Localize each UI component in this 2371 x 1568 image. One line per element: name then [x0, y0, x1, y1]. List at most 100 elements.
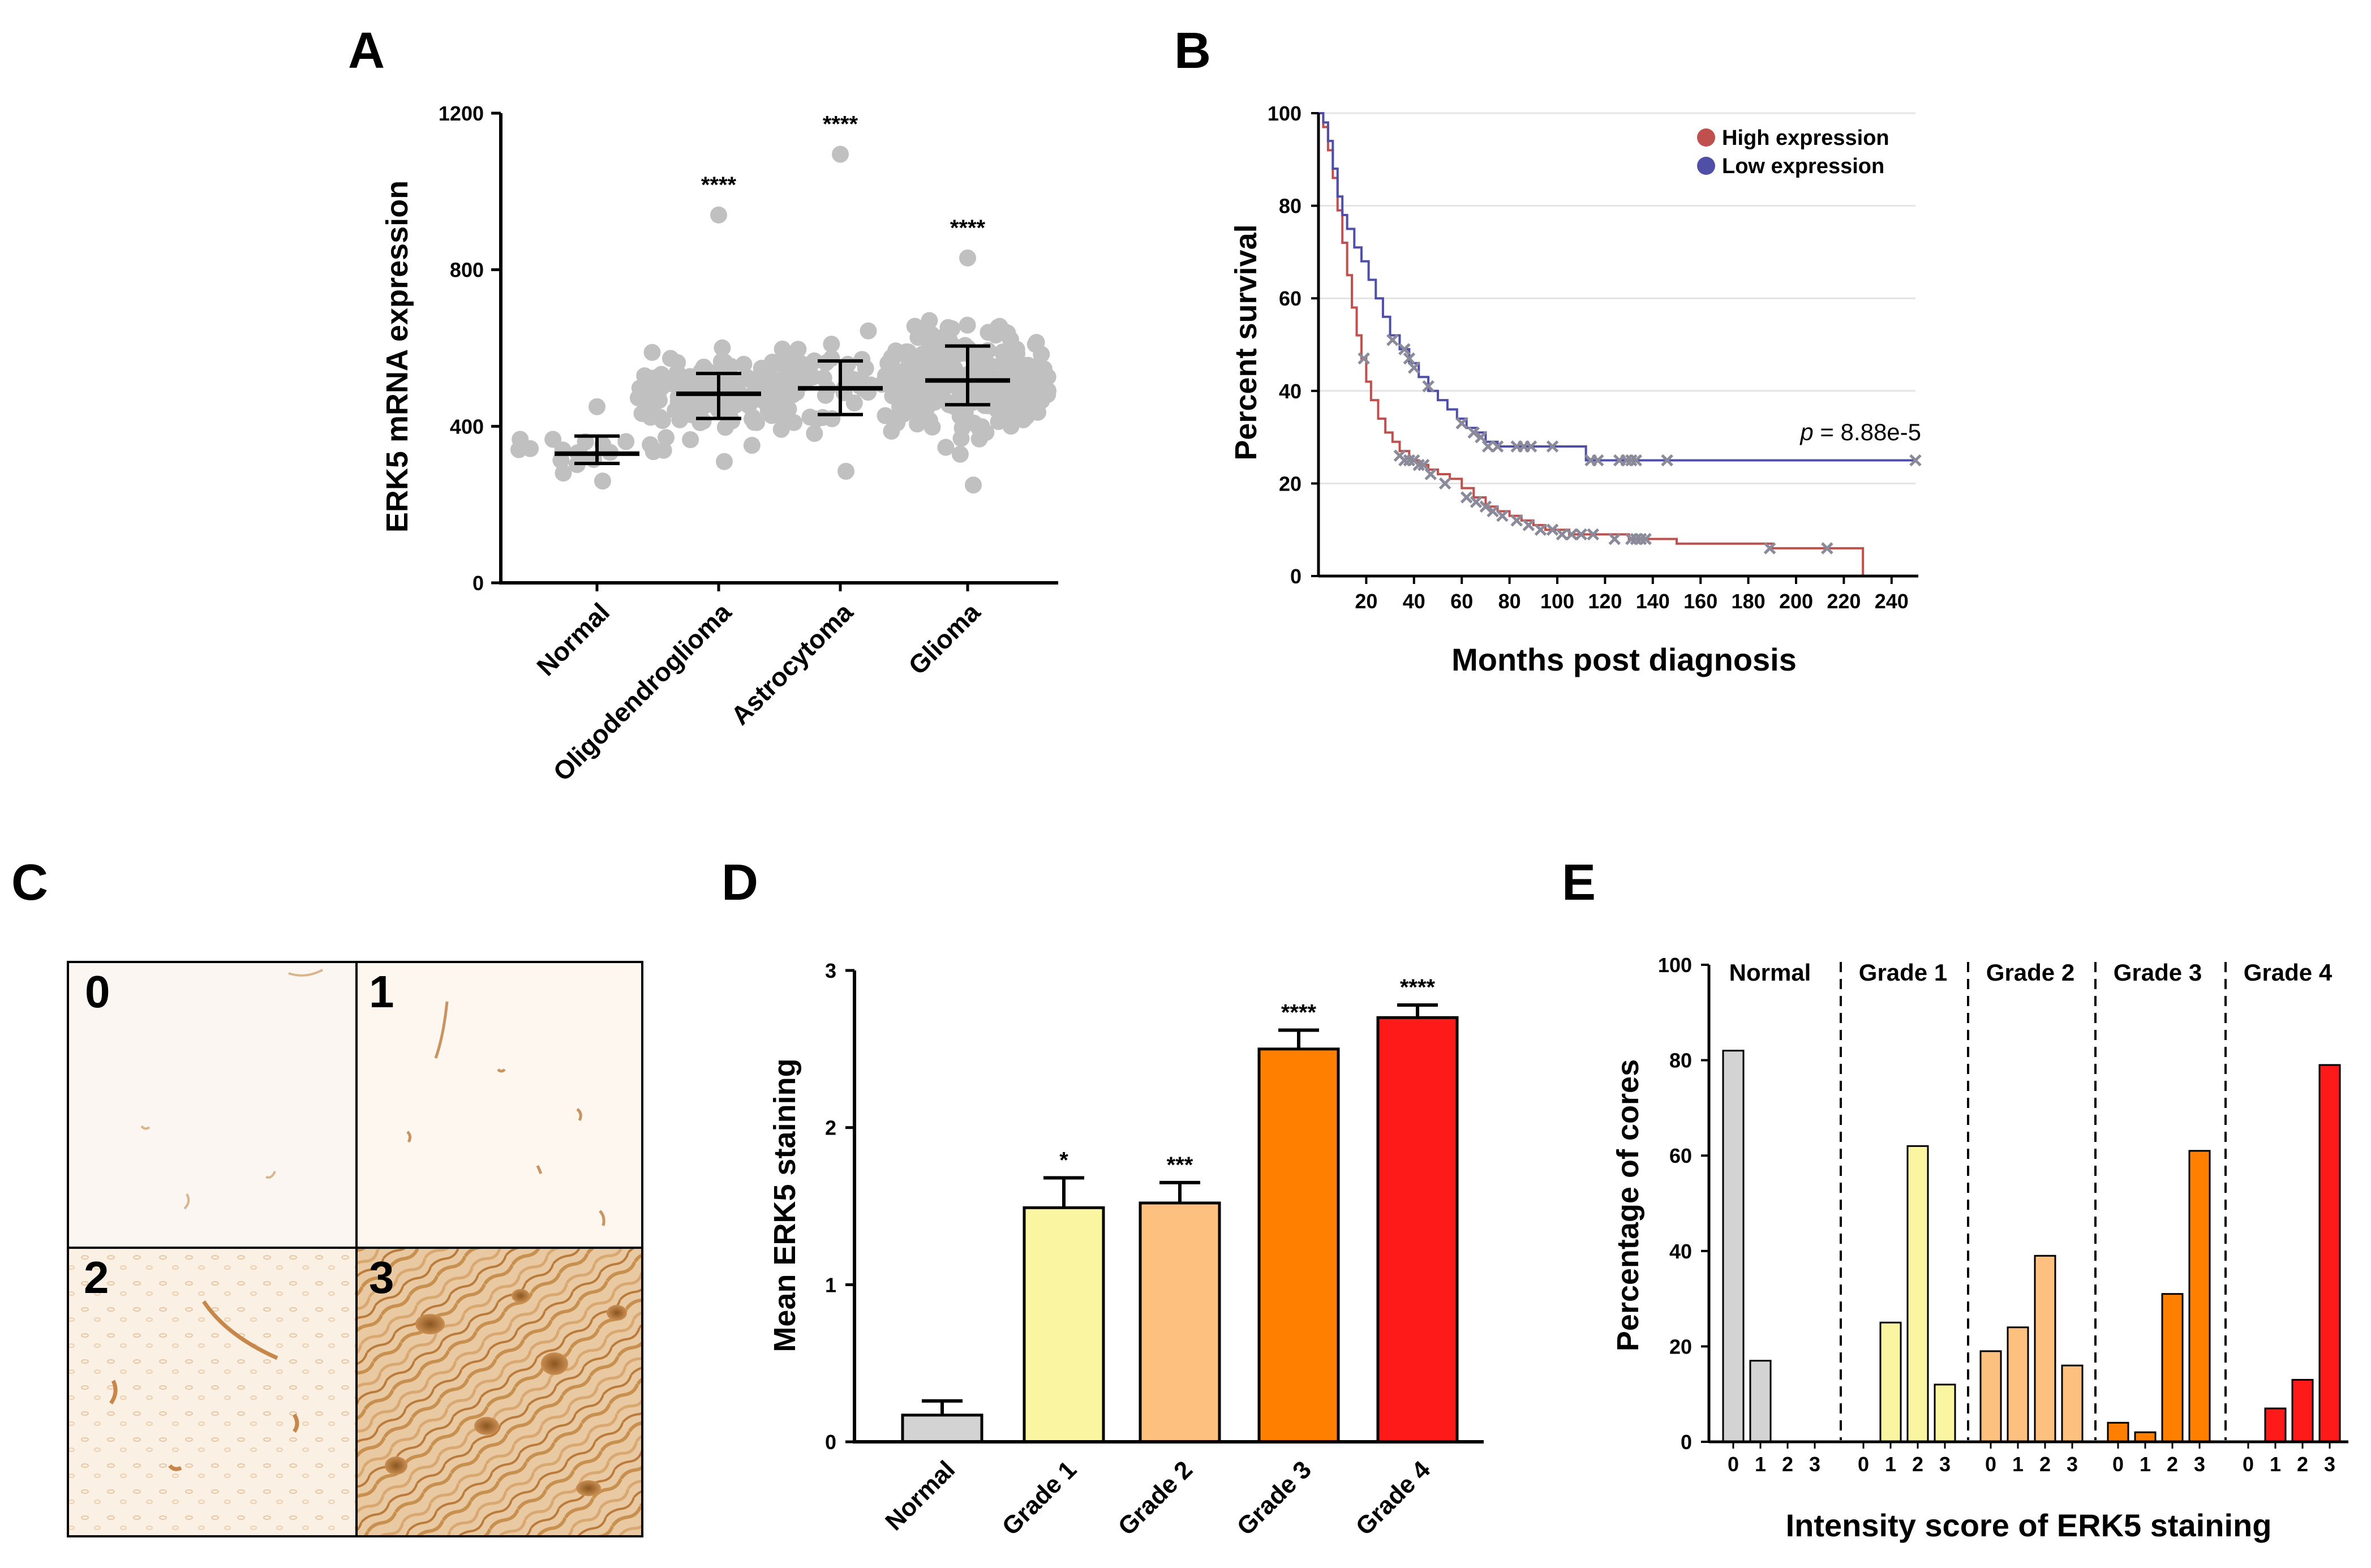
data-point-glioma: [1002, 403, 1020, 420]
y-tick-label: 40: [1669, 1240, 1692, 1263]
censor-mark: [1487, 505, 1499, 518]
data-point-oligodendroglioma: [658, 429, 675, 446]
chart-e-y-label: Percentage of cores: [1611, 1059, 1645, 1351]
data-point-glioma: [905, 385, 922, 403]
y-tick-label: 60: [1279, 287, 1302, 310]
censor-mark: [1496, 509, 1509, 522]
micrograph-label-3: 3: [369, 1252, 394, 1303]
censor-mark: [1510, 514, 1523, 527]
data-point-normal: [589, 398, 605, 415]
panel-label-b: B: [1174, 23, 1211, 79]
x-tick-label: 60: [1450, 590, 1473, 613]
y-tick-label: 0: [473, 572, 484, 595]
data-point-glioma: [959, 316, 976, 334]
bar-grade-2: [2007, 1326, 2029, 1443]
y-tick-label: 100: [1268, 102, 1302, 125]
bar-grade-4: [2318, 1064, 2341, 1443]
significance-label: ****: [823, 112, 858, 137]
data-point-astrocytoma: [762, 368, 779, 386]
data-point-glioma: [947, 346, 965, 364]
data-point-oligodendroglioma: [745, 414, 763, 431]
censor-mark: [1546, 523, 1559, 536]
data-point-astrocytoma: [817, 386, 834, 404]
significance-label: ****: [1400, 975, 1436, 1000]
censor-mark: [1625, 454, 1638, 467]
data-point-glioma: [934, 355, 951, 372]
micrograph-3-cells: [385, 1289, 627, 1496]
bar-grade-4: [1376, 1016, 1459, 1444]
x-tick-label: 3: [1939, 1453, 1951, 1476]
data-point-glioma: [1015, 411, 1032, 428]
chart-b-p-value: p = 8.88e-5: [1799, 419, 1921, 445]
x-tick-label: 3: [2067, 1453, 2078, 1476]
x-tick-label: 3: [1809, 1453, 1820, 1476]
significance-label: ****: [1281, 1000, 1317, 1025]
chart-b-legend: High expression Low expression: [1697, 126, 1889, 178]
data-point-oligodendroglioma: [714, 339, 731, 356]
data-point-glioma: [990, 413, 1007, 430]
censor-mark: [1386, 334, 1399, 346]
x-tick-label: Normal: [531, 597, 615, 681]
x-tick-label: 1: [2270, 1453, 2281, 1476]
y-tick-label: 0: [825, 1430, 836, 1454]
bar-grade-1: [1023, 1206, 1105, 1444]
significance-label: ****: [950, 216, 986, 240]
censor-mark: [1438, 477, 1451, 490]
data-point-oligodendroglioma: [716, 453, 733, 470]
bar-grade-2: [2061, 1364, 2084, 1443]
y-tick-label: 2: [825, 1116, 836, 1140]
censor-mark: [1481, 440, 1494, 453]
data-point-glioma: [924, 418, 941, 436]
data-point-glioma: [1015, 367, 1033, 385]
data-point-astrocytoma: [845, 394, 863, 412]
x-tick-label: 1: [2012, 1453, 2024, 1476]
data-point-normal: [594, 472, 611, 490]
data-point-glioma: [995, 354, 1012, 371]
significance-label: ***: [1167, 1153, 1193, 1178]
y-tick-label: 20: [1669, 1335, 1692, 1358]
data-point-glioma: [937, 439, 955, 456]
x-tick-label: 2: [2167, 1453, 2178, 1476]
data-point-glioma: [1028, 392, 1046, 409]
data-point-astrocytoma: [815, 369, 832, 386]
censor-mark: [1455, 417, 1468, 429]
x-tick-label: 0: [2112, 1453, 2124, 1476]
group-label: Grade 2: [1986, 959, 2074, 986]
data-point-glioma: [987, 327, 1004, 344]
x-tick-label: 2: [1782, 1453, 1793, 1476]
bar-grade-1: [1906, 1145, 1929, 1443]
bar-grade-4: [2264, 1407, 2287, 1443]
censor-mark: [1763, 542, 1776, 555]
censor-mark: [1475, 431, 1487, 444]
censor-mark: [1470, 496, 1483, 508]
data-point-oligodendroglioma: [774, 340, 791, 358]
bar-grade-4: [2291, 1378, 2314, 1443]
x-tick-label: 0: [1985, 1453, 1996, 1476]
y-tick-label: 80: [1279, 195, 1302, 218]
data-point-glioma: [973, 418, 990, 436]
x-tick-label: 20: [1355, 590, 1377, 613]
x-tick-label: 80: [1498, 590, 1521, 613]
y-tick-label: 800: [450, 259, 484, 282]
censor-mark: [1403, 454, 1416, 467]
data-point-astrocytoma: [839, 368, 856, 385]
x-tick-label: Grade 3: [1232, 1455, 1317, 1541]
y-tick-label: 40: [1279, 380, 1302, 403]
censor-mark: [1412, 458, 1425, 471]
data-point-glioma: [906, 317, 924, 335]
chart-b-y-ticks: 0 20 40 60 80 100: [1268, 102, 1318, 588]
chart-e-y-ticks: 0 20 40 60 80 100: [1658, 953, 1709, 1454]
x-tick-label: 160: [1683, 590, 1717, 613]
data-point-normal: [617, 433, 635, 450]
data-point-glioma: [965, 476, 982, 494]
data-point-oligodendroglioma: [633, 405, 651, 422]
group-label: Normal: [1729, 959, 1811, 986]
data-point-astrocytoma: [785, 414, 803, 431]
chart-b-gridlines: [1318, 112, 1915, 484]
micrograph-1: [356, 962, 642, 1248]
censor-mark: [1630, 454, 1643, 467]
